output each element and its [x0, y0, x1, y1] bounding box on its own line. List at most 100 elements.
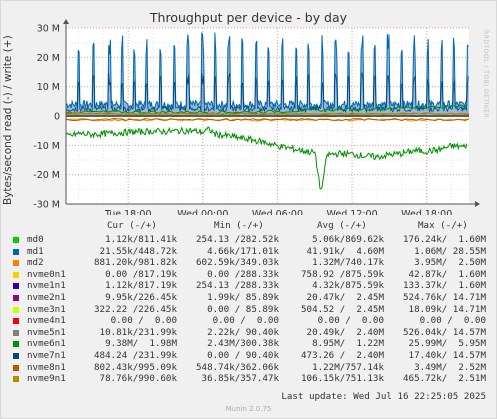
throughput-chart: 30 M 20 M 10 M 0 -10 M -20 M -30 M Tue 18:00 Wed… [33, 19, 480, 215]
legend-cur: 78.76k/990.60k [99, 373, 177, 385]
axes: 30 M 20 M 10 M 0 -10 M -20 M -30 M Tue 18:00 Wed… [33, 19, 480, 215]
legend-max: 524.76k/ 14.71M [403, 292, 486, 303]
legend-swatch [13, 329, 19, 336]
legend-swatch [13, 341, 19, 348]
legend-cur: 0.00 /817.19k [105, 268, 177, 280]
legend-swatch [13, 237, 19, 243]
legend-row-md0: md0 1.12k/811.41k 254.13 /282.52k 5.06k/869… [0, 234, 497, 246]
legend-swatch [13, 283, 19, 290]
legend-min: 2.43M/300.38k [207, 338, 279, 350]
legend-name: nvme8n1 [27, 361, 66, 373]
series-group [65, 32, 470, 190]
legend-min: 0.00 / 90.40k [207, 350, 279, 361]
y-tick-label: -20 M [33, 170, 60, 181]
legend-name: nvme3n1 [27, 303, 66, 315]
legend-name: nvme7n1 [27, 350, 66, 361]
legend-max: 0.00 / 0.00 [419, 315, 486, 327]
last-update: Last update: Wed Jul 16 22:25:05 2025 [281, 391, 486, 402]
legend-name: nvme6n1 [27, 338, 66, 350]
y-axis-arrow [63, 19, 69, 24]
legend-cur: 802.43k/995.09k [94, 361, 177, 373]
legend-row-nvme0n1: nvme0n1 0.00 /817.19k 0.00 /288.33k 758.92 … [0, 269, 497, 281]
legend-max: 18.09k/ 14.71M [408, 303, 486, 315]
legend-max: 176.24k/ 1.60M [403, 234, 486, 245]
legend-min: 548.74k/362.06k [196, 361, 279, 373]
y-tick-label: -30 M [33, 200, 60, 211]
legend-swatch [13, 306, 19, 313]
legend-row-md2: md2 881.20k/981.82k 602.59k/349.03k 1.32M/7… [0, 257, 497, 269]
legend-avg: 4.32k/875.59k [312, 280, 384, 292]
legend-cur: 881.20k/981.82k [94, 257, 177, 269]
legend-avg: 20.49k/ 2.40M [306, 326, 384, 338]
legend-avg: 5.06k/869.62k [312, 234, 384, 245]
legend-cur: 10.81k/231.99k [99, 326, 177, 338]
legend-min: 254.13 /282.52k [196, 234, 279, 245]
legend-min: 0.00 / 85.89k [207, 303, 279, 315]
legend-max: 526.04k/ 14.57M [403, 326, 486, 338]
legend-swatch [13, 364, 19, 371]
legend-swatch [13, 353, 19, 359]
legend-swatch [13, 318, 19, 325]
legend-name: nvme0n1 [27, 268, 66, 280]
y-tick-label: 30 M [37, 24, 60, 35]
legend-avg: 41.91k/ 4.60M [306, 245, 384, 257]
legend-row-nvme2n1: nvme2n1 9.95k/226.45k 1.99k/ 85.89k 20.47k/… [0, 292, 497, 304]
x-tick-label: Wed 18:00 [401, 209, 452, 215]
legend-min: 2.22k/ 90.40k [207, 326, 279, 338]
legend-name: nvme1n1 [27, 280, 66, 292]
legend-min: 602.59k/349.03k [196, 257, 279, 269]
legend-name: md0 [27, 234, 44, 245]
legend-row-nvme5n1: nvme5n1 10.81k/231.99k 2.22k/ 90.40k 20.49k… [0, 327, 497, 339]
legend-max: 3.95M/ 2.50M [414, 257, 486, 269]
y-tick-label: 10 M [37, 82, 60, 93]
legend-row-nvme4n1: nvme4n1 0.00 / 0.00 0.00 / 0.00 0.00 / 0.00… [0, 315, 497, 327]
y-tick-label: -10 M [33, 141, 60, 152]
nvme6n1-read-line [65, 126, 468, 190]
legend-max: 25.99M/ 5.95M [408, 338, 486, 350]
legend-max: 17.40k/ 14.57M [408, 350, 486, 361]
legend-cur: 484.24 /231.99k [94, 350, 177, 361]
legend-min: 0.00 / 0.00 [212, 315, 279, 327]
legend-min: 36.85k/357.47k [201, 373, 279, 385]
legend-name: nvme2n1 [27, 292, 66, 303]
legend-max: 465.72k/ 2.51M [403, 373, 486, 385]
legend-cur: 9.38M/ 1.98M [105, 338, 177, 350]
legend-cur: 1.12k/817.19k [105, 280, 177, 292]
legend-name: nvme9n1 [27, 373, 66, 385]
legend-swatch [13, 295, 19, 301]
legend-swatch [13, 271, 19, 278]
legend-avg: 20.47k/ 2.45M [306, 292, 384, 303]
legend-row-nvme9n1: nvme9n1 78.76k/990.60k 36.85k/357.47k 106.1… [0, 373, 497, 385]
y-tick-label: 20 M [37, 53, 60, 64]
legend-min: 254.13 /288.33k [196, 280, 279, 292]
legend-max: 133.37k/ 1.60M [403, 280, 486, 292]
y-tick-label: 0 [54, 112, 60, 123]
legend-avg: 473.26 / 2.40M [301, 350, 384, 361]
legend-name: nvme5n1 [27, 326, 66, 338]
legend-max: 42.87k/ 1.60M [408, 268, 486, 280]
x-tick-label: Wed 06:00 [252, 209, 303, 215]
legend-max: 3.49M/ 2.52M [414, 361, 486, 373]
legend-cur: 21.55k/448.72k [99, 245, 177, 257]
footer-munin-version: Munin 2.0.75 [225, 405, 272, 413]
nvme7n1-write-line [65, 71, 469, 114]
legend-row-nvme3n1: nvme3n1 322.22 /226.45k 0.00 / 85.89k 504.5… [0, 304, 497, 316]
legend-min: 4.66k/171.01k [207, 245, 279, 257]
legend-avg: 8.95M/ 1.22M [312, 338, 384, 350]
legend-avg: 758.92 /875.59k [301, 268, 384, 280]
legend-row-md1: md1 21.55k/448.72k 4.66k/171.01k 41.91k/ 4.… [0, 246, 497, 258]
legend-name: md2 [27, 257, 44, 269]
legend-header-row: Cur (-/+) Min (-/+) Avg (-/+) Max (-/+) [0, 220, 497, 232]
legend-cur: 322.22 /226.45k [94, 303, 177, 315]
legend-swatch [13, 248, 19, 255]
rrdtool-watermark: RRDTOOL / TOBI OETIKER [482, 30, 489, 119]
x-tick-label: Wed 12:00 [327, 209, 378, 215]
legend-name: nvme4n1 [27, 315, 66, 327]
legend-avg: 504.52 / 2.45M [301, 303, 384, 315]
legend-avg: 1.32M/740.17k [312, 257, 384, 269]
legend-cur: 1.12k/811.41k [105, 234, 177, 245]
x-axis-arrow [475, 201, 480, 207]
chart-title: Throughput per device - by day [149, 10, 348, 25]
legend-avg: 0.00 / 0.00 [317, 315, 384, 327]
x-tick-label: Tue 18:00 [104, 209, 152, 215]
